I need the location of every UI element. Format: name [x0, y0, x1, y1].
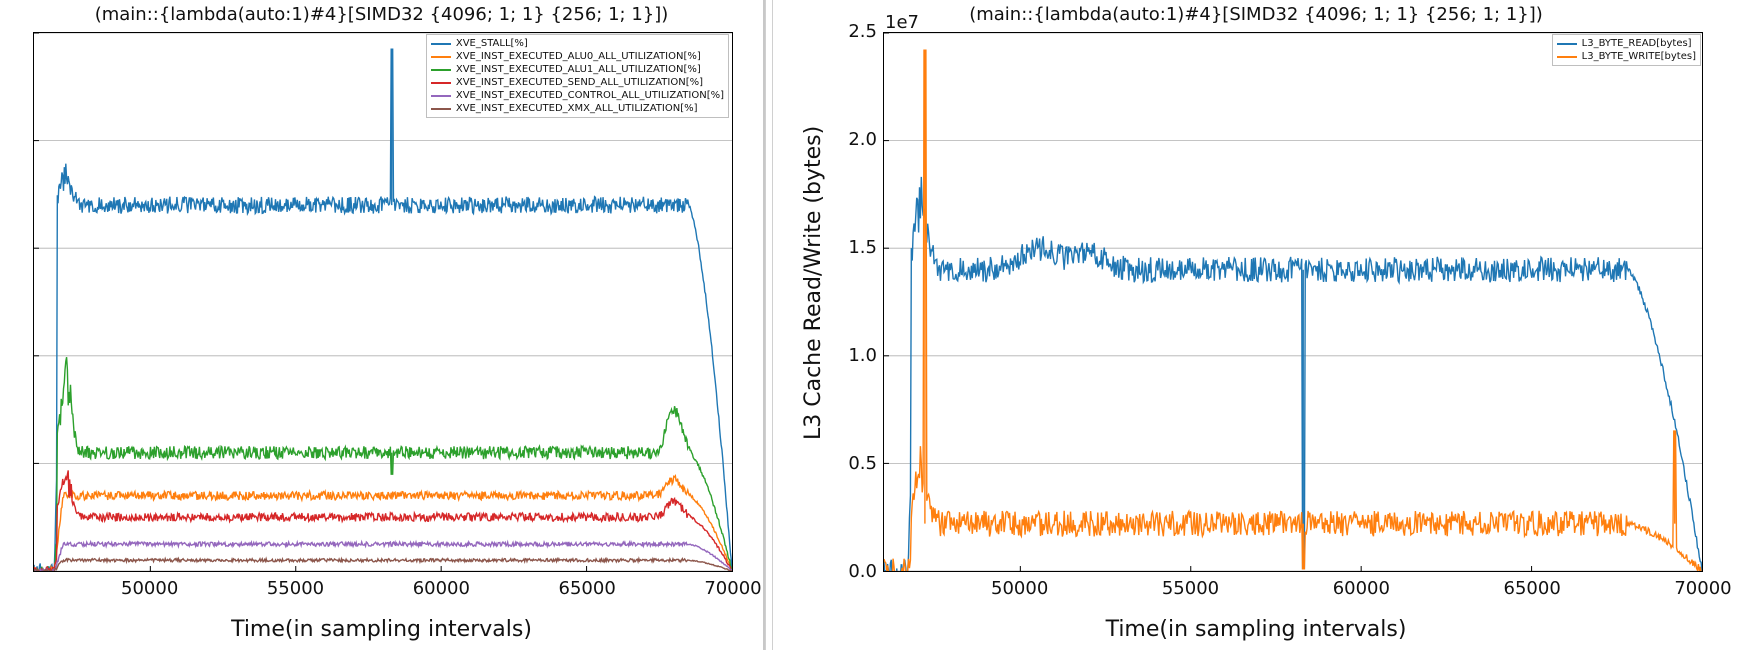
- right-chart-svg: [884, 33, 1702, 571]
- legend-swatch: [431, 95, 451, 97]
- legend-swatch: [431, 69, 451, 71]
- y-tick-label: 1.0: [843, 345, 877, 366]
- right-x-axis-label: Time(in sampling intervals): [773, 617, 1739, 642]
- legend-label: XVE_INST_EXECUTED_SEND_ALL_UTILIZATION[%…: [456, 77, 703, 88]
- series-line: [34, 470, 732, 571]
- right-plot-area: [883, 32, 1703, 572]
- legend-label: XVE_INST_EXECUTED_XMX_ALL_UTILIZATION[%]: [456, 103, 698, 114]
- left-panel: (main::{lambda(auto:1)#4}[SIMD32 {4096; …: [0, 0, 765, 650]
- right-y-axis-label: L3 Cache Read/Write (bytes): [801, 40, 826, 440]
- series-line: [34, 559, 732, 571]
- legend-swatch: [1557, 56, 1577, 58]
- legend-row: XVE_INST_EXECUTED_ALU0_ALL_UTILIZATION[%…: [431, 50, 724, 63]
- right-chart-title: (main::{lambda(auto:1)#4}[SIMD32 {4096; …: [773, 4, 1739, 25]
- legend-swatch: [431, 108, 451, 110]
- legend-swatch: [431, 82, 451, 84]
- legend-label: L3_BYTE_READ[bytes]: [1582, 38, 1692, 49]
- x-tick-label: 70000: [703, 578, 763, 599]
- legend-swatch: [431, 56, 451, 58]
- x-tick-label: 50000: [990, 578, 1050, 599]
- split-panels: (main::{lambda(auto:1)#4}[SIMD32 {4096; …: [0, 0, 1739, 650]
- legend-label: L3_BYTE_WRITE[bytes]: [1582, 51, 1696, 62]
- legend-label: XVE_INST_EXECUTED_ALU1_ALL_UTILIZATION[%…: [456, 64, 701, 75]
- legend-label: XVE_STALL[%]: [456, 38, 528, 49]
- x-tick-label: 60000: [411, 578, 471, 599]
- series-line: [884, 50, 1702, 571]
- x-tick-label: 55000: [1161, 578, 1221, 599]
- left-chart-title: (main::{lambda(auto:1)#4}[SIMD32 {4096; …: [0, 4, 763, 25]
- left-legend: XVE_STALL[%] XVE_INST_EXECUTED_ALU0_ALL_U…: [426, 34, 729, 118]
- legend-label: XVE_INST_EXECUTED_CONTROL_ALL_UTILIZATIO…: [456, 90, 724, 101]
- x-tick-label: 65000: [1502, 578, 1562, 599]
- y-tick-label: 0.0: [843, 561, 877, 582]
- legend-row: XVE_INST_EXECUTED_XMX_ALL_UTILIZATION[%]: [431, 102, 724, 115]
- x-tick-label: 55000: [266, 578, 326, 599]
- right-panel: 1e7 (main::{lambda(auto:1)#4}[SIMD32 {40…: [773, 0, 1739, 650]
- y-tick-label: 1.5: [843, 237, 877, 258]
- legend-row: XVE_INST_EXECUTED_ALU1_ALL_UTILIZATION[%…: [431, 63, 724, 76]
- y-tick-label: 2.5: [843, 21, 877, 42]
- panel-divider[interactable]: [765, 0, 773, 650]
- series-line: [34, 542, 732, 571]
- legend-label: XVE_INST_EXECUTED_ALU0_ALL_UTILIZATION[%…: [456, 51, 701, 62]
- legend-row: XVE_INST_EXECUTED_CONTROL_ALL_UTILIZATIO…: [431, 89, 724, 102]
- y-tick-label: 2.0: [843, 129, 877, 150]
- y-tick-label: 0.5: [843, 453, 877, 474]
- legend-swatch: [431, 43, 451, 45]
- legend-row: L3_BYTE_WRITE[bytes]: [1557, 50, 1696, 63]
- legend-row: L3_BYTE_READ[bytes]: [1557, 37, 1696, 50]
- x-tick-label: 70000: [1673, 578, 1733, 599]
- x-tick-label: 65000: [557, 578, 617, 599]
- right-legend: L3_BYTE_READ[bytes] L3_BYTE_WRITE[bytes]: [1552, 34, 1701, 66]
- legend-swatch: [1557, 43, 1577, 45]
- legend-row: XVE_STALL[%]: [431, 37, 724, 50]
- left-x-axis-label: Time(in sampling intervals): [0, 617, 763, 642]
- series-line: [34, 476, 732, 571]
- x-tick-label: 50000: [120, 578, 180, 599]
- x-tick-label: 60000: [1331, 578, 1391, 599]
- series-line: [34, 357, 732, 571]
- legend-row: XVE_INST_EXECUTED_SEND_ALL_UTILIZATION[%…: [431, 76, 724, 89]
